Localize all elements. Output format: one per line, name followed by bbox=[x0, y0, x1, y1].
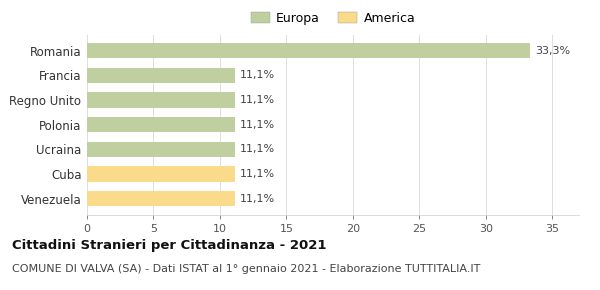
Text: 11,1%: 11,1% bbox=[240, 194, 275, 204]
Bar bbox=[87, 43, 530, 58]
Text: 11,1%: 11,1% bbox=[240, 70, 275, 80]
Bar bbox=[87, 92, 235, 108]
Bar bbox=[87, 68, 235, 83]
Bar bbox=[87, 117, 235, 132]
Text: 11,1%: 11,1% bbox=[240, 144, 275, 154]
Text: Cittadini Stranieri per Cittadinanza - 2021: Cittadini Stranieri per Cittadinanza - 2… bbox=[12, 239, 326, 252]
Text: COMUNE DI VALVA (SA) - Dati ISTAT al 1° gennaio 2021 - Elaborazione TUTTITALIA.I: COMUNE DI VALVA (SA) - Dati ISTAT al 1° … bbox=[12, 264, 481, 274]
Text: 11,1%: 11,1% bbox=[240, 120, 275, 130]
Bar bbox=[87, 191, 235, 206]
Legend: Europa, America: Europa, America bbox=[251, 12, 415, 25]
Bar bbox=[87, 166, 235, 182]
Bar bbox=[87, 142, 235, 157]
Text: 33,3%: 33,3% bbox=[535, 46, 570, 56]
Text: 11,1%: 11,1% bbox=[240, 95, 275, 105]
Text: 11,1%: 11,1% bbox=[240, 169, 275, 179]
